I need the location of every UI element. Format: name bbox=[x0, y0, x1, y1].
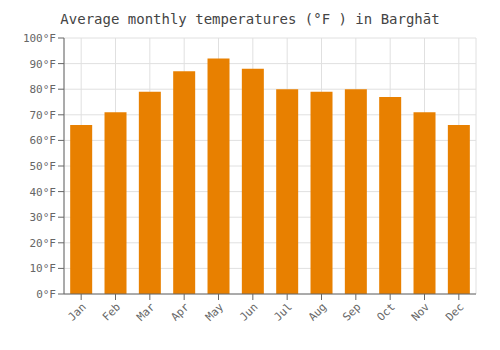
svg-text:Apr: Apr bbox=[169, 300, 193, 324]
svg-text:60°F: 60°F bbox=[30, 134, 57, 147]
svg-text:Oct: Oct bbox=[375, 300, 398, 323]
svg-text:0°F: 0°F bbox=[36, 288, 56, 301]
svg-text:Jan: Jan bbox=[66, 300, 89, 323]
svg-text:Nov: Nov bbox=[409, 300, 433, 324]
svg-text:Jul: Jul bbox=[272, 300, 295, 323]
svg-text:Aug: Aug bbox=[306, 300, 329, 323]
svg-text:30°F: 30°F bbox=[30, 211, 57, 224]
svg-text:40°F: 40°F bbox=[30, 186, 57, 199]
svg-text:Jun: Jun bbox=[237, 300, 260, 323]
svg-text:Sep: Sep bbox=[340, 300, 363, 323]
svg-text:Mar: Mar bbox=[134, 300, 158, 324]
svg-text:10°F: 10°F bbox=[30, 262, 57, 275]
svg-text:80°F: 80°F bbox=[30, 83, 57, 96]
svg-text:90°F: 90°F bbox=[30, 58, 57, 71]
svg-text:Feb: Feb bbox=[100, 300, 123, 323]
svg-text:20°F: 20°F bbox=[30, 237, 57, 250]
svg-text:100°F: 100°F bbox=[23, 32, 56, 45]
svg-text:May: May bbox=[203, 300, 227, 324]
html-text:Average monthly temperatures (: Average monthly temperatures (°F ) in Ba… bbox=[60, 11, 440, 27]
svg-text:70°F: 70°F bbox=[30, 109, 57, 122]
svg-text:50°F: 50°F bbox=[30, 160, 57, 173]
svg-text:Dec: Dec bbox=[443, 300, 466, 323]
